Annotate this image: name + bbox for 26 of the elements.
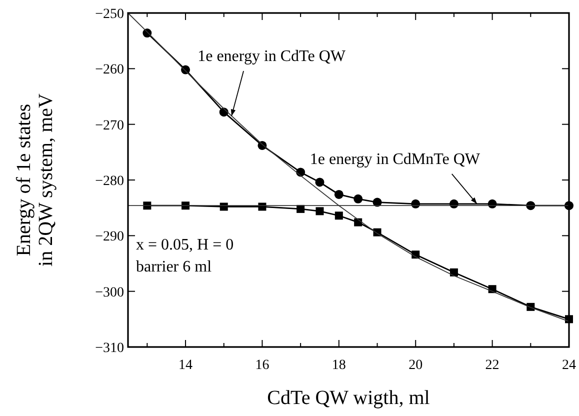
point [450,268,458,276]
x-tick-label: 16 [255,358,270,373]
y-tick-label: −280 [95,174,124,189]
y-axis-title: Energy of 1e states in 2QW system, meV [13,92,57,266]
annotation: 1e energy in CdTe QW [198,48,346,65]
y-tick-label: −260 [95,62,124,78]
annotation: barrier 6 ml [136,258,212,276]
point [315,178,324,187]
annotation: 1e energy in CdMnTe QW [310,150,481,168]
point [334,212,343,220]
x-tick-label: 24 [562,358,576,373]
x-tick-label: 14 [178,358,193,373]
point [354,218,362,226]
x-axis-title: CdTe QW wigth, ml [267,387,430,409]
point [334,190,344,199]
x-tick-label: 22 [485,358,500,373]
annotation: x = 0.05, H = 0 [136,236,234,254]
y-tick-label: −270 [95,118,124,134]
y-tick-label: −310 [95,341,124,356]
y-tick-label: −250 [95,7,124,22]
point [354,194,363,204]
point [316,207,324,216]
y-tick-label: −300 [95,285,124,300]
y-tick-label: −290 [95,230,124,245]
x-tick-label: 18 [332,358,346,373]
x-tick-label: 20 [408,358,423,373]
